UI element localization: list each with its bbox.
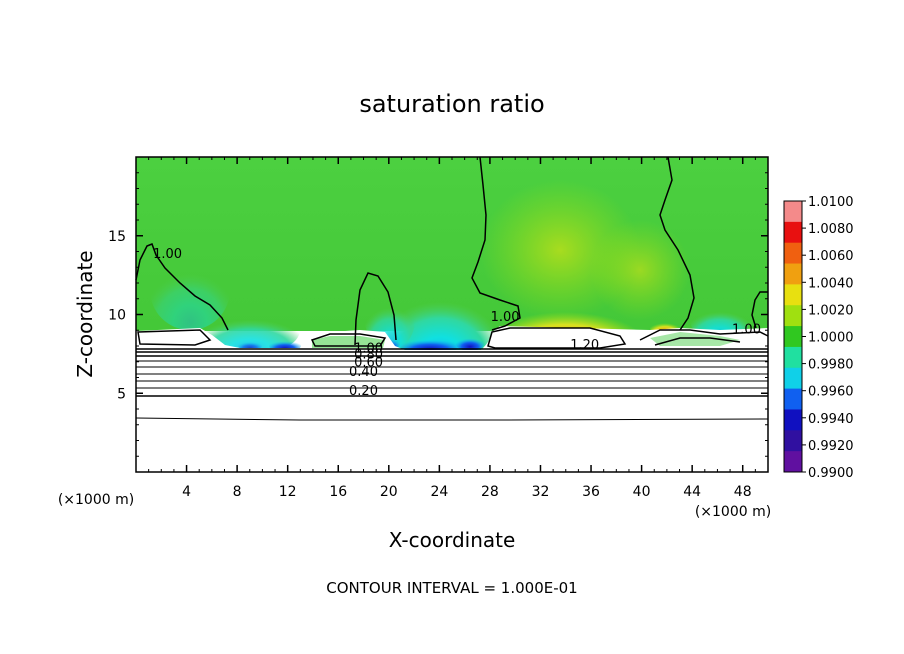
x-unit-label: (×1000 m): [58, 492, 134, 508]
colorbar-label: 1.0080: [808, 222, 854, 237]
field-patch: [456, 337, 484, 351]
x-tick-label: 36: [582, 484, 600, 500]
colorbar-swatch: [784, 326, 802, 348]
z-unit-label: (×1000 m): [695, 504, 771, 520]
contour-line: [471, 156, 521, 331]
y-tick-label: 5: [117, 386, 126, 402]
colorbar-swatch: [784, 201, 802, 223]
x-tick-label: 32: [532, 484, 550, 500]
contour-labels: 1.001.001.001.201.000.800.600.400.20: [153, 247, 761, 399]
colorbar-label: 0.9960: [808, 385, 854, 400]
y-axis-label: Z-coordinate: [73, 250, 97, 377]
field-patch: [150, 250, 230, 330]
colorbar-swatch: [784, 305, 802, 327]
colorbar-label: 0.9900: [808, 466, 854, 481]
colorbar-swatch: [784, 388, 802, 410]
colorbar-label: 0.9920: [808, 439, 854, 454]
cloud-free-zone: [136, 326, 768, 472]
contour-line: [639, 329, 769, 341]
contour-line: [751, 291, 768, 329]
x-tick-label: 12: [279, 484, 297, 500]
colorbar-swatch: [784, 430, 802, 452]
colorbar-swatch: [784, 263, 802, 285]
colorbar-label: 1.0000: [808, 331, 854, 346]
contour-label: 1.00: [354, 341, 383, 356]
x-tick-label: 4: [182, 484, 191, 500]
colorbar-swatch: [784, 451, 802, 473]
x-tick-label: 20: [380, 484, 398, 500]
contour-line: [354, 272, 397, 346]
contour-line: [310, 333, 387, 347]
contour-lines: [135, 156, 769, 421]
colorbar: 1.0100 1.0080 1.0060 1.0040 1.0020 1.0000 0.99…: [783, 195, 854, 481]
contour-interval-note: CONTOUR INTERVAL = 1.000E-01: [326, 579, 577, 597]
colorbar-label: 0.9980: [808, 358, 854, 373]
colorbar-swatch: [784, 346, 802, 369]
contour-label: 1.00: [153, 247, 182, 262]
field-patch: [590, 220, 690, 320]
x-tick-label: 24: [430, 484, 448, 500]
x-tick-label: 48: [734, 484, 752, 500]
x-axis-label: X-coordinate: [389, 528, 516, 552]
chart-title: saturation ratio: [359, 90, 544, 118]
x-tick-label: 8: [233, 484, 242, 500]
x-tick-label: 40: [633, 484, 651, 500]
contour-label: 1.00: [491, 310, 520, 325]
contour-label: 0.60: [354, 355, 383, 370]
colorbar-label: 1.0100: [808, 195, 854, 210]
x-tick-label: 16: [329, 484, 347, 500]
contour-label: 0.40: [349, 365, 378, 380]
colorbar-swatch: [784, 284, 802, 306]
contour-label: 1.00: [732, 322, 761, 337]
colorbar-swatch: [784, 242, 802, 265]
colorbar-label: 1.0020: [808, 303, 854, 318]
colorbar-swatch: [784, 367, 802, 390]
contour-label: 0.20: [349, 384, 378, 399]
contour-line: [137, 329, 212, 346]
x-axis: 4 8 12 16 20 24 28 32 36 40 44 48: [148, 157, 756, 500]
x-tick-label: 44: [683, 484, 701, 500]
colorbar-label: 1.0040: [808, 276, 854, 291]
field-patch: [650, 332, 740, 346]
contour-line: [135, 417, 769, 421]
x-tick-label: 28: [481, 484, 499, 500]
colorbar-label: 1.0060: [808, 249, 854, 264]
contour-line: [135, 243, 229, 331]
y-tick-label: 15: [108, 229, 126, 245]
colorbar-label: 0.9940: [808, 412, 854, 427]
contour-line: [654, 337, 741, 346]
contour-label: 1.20: [570, 338, 599, 353]
field-patch: [312, 336, 385, 348]
y-tick-label: 10: [108, 308, 126, 324]
heatmap-field: [136, 157, 768, 472]
contour-line: [659, 156, 695, 331]
colorbar-swatch: [784, 221, 802, 244]
contour-line: [487, 327, 627, 349]
y-axis: 5 10 15: [108, 172, 768, 457]
contour-label: 0.80: [354, 348, 383, 363]
colorbar-swatch: [784, 409, 802, 431]
